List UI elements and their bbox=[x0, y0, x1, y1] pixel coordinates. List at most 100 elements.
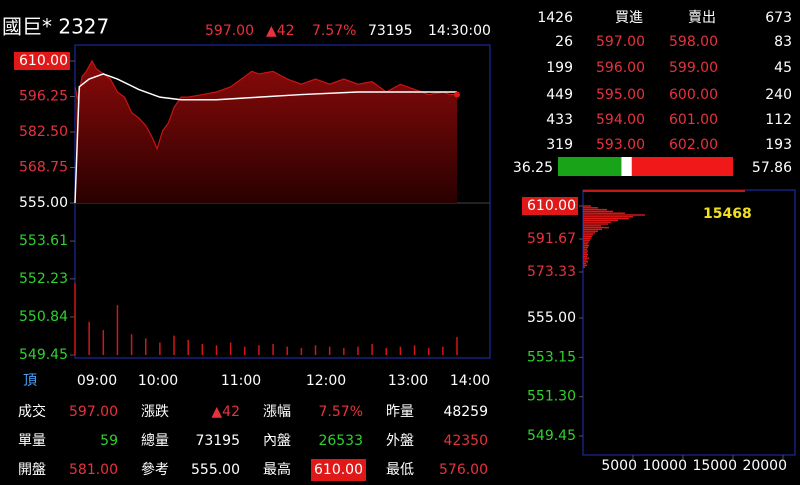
book-cell: 601.00 bbox=[669, 112, 718, 128]
y-tick-label: 553.61 bbox=[19, 233, 68, 249]
change: ▲42 bbox=[266, 23, 295, 39]
profile-bar bbox=[583, 210, 613, 213]
book-header: 1426 bbox=[537, 10, 573, 26]
x-tick-label: 12:00 bbox=[306, 373, 346, 389]
y-tick-label: 591.67 bbox=[527, 231, 576, 247]
profile-bar bbox=[583, 232, 595, 234]
y-tick-label: 553.15 bbox=[527, 349, 576, 365]
book-cell: 602.00 bbox=[669, 137, 718, 153]
y-tick-label: 552.23 bbox=[19, 271, 68, 287]
book-cell: 193 bbox=[765, 137, 792, 153]
y-tick-label: 549.45 bbox=[19, 347, 68, 363]
y-tick-label: 596.25 bbox=[19, 89, 68, 105]
stat-label: 成交 bbox=[18, 403, 46, 420]
time: 14:30:00 bbox=[428, 23, 491, 39]
stat-label: 漲跌 bbox=[141, 404, 169, 420]
change-pct: 7.57% bbox=[312, 23, 356, 39]
y-tick-label: 549.45 bbox=[527, 428, 576, 444]
profile-bar bbox=[583, 239, 590, 241]
buy-ratio: 36.25 bbox=[513, 160, 553, 176]
price: 597.00 bbox=[205, 23, 254, 39]
x-tick-label: 10:00 bbox=[138, 373, 178, 389]
x-tick-label: 09:00 bbox=[77, 373, 117, 389]
stat-label: 最高 bbox=[263, 461, 291, 478]
profile-frame bbox=[582, 189, 796, 456]
stat-value: 42350 bbox=[443, 433, 488, 449]
sell-ratio: 57.86 bbox=[752, 160, 792, 176]
high-marker bbox=[522, 197, 578, 215]
stat-value: 581.00 bbox=[69, 462, 118, 478]
profile-bar bbox=[583, 205, 591, 207]
profile-bar bbox=[583, 228, 602, 231]
high-marker bbox=[14, 52, 70, 70]
profile-bar bbox=[583, 266, 585, 268]
buy-ratio-bar bbox=[558, 157, 622, 176]
x-tick-label: 10000 bbox=[642, 458, 687, 474]
profile-bar bbox=[583, 234, 593, 236]
stat-value: 597.00 bbox=[69, 404, 118, 420]
book-cell: 449 bbox=[546, 87, 573, 103]
y-tick-label: 555.00 bbox=[527, 310, 576, 326]
profile-bar bbox=[583, 235, 592, 238]
stat-value: 48259 bbox=[443, 404, 488, 420]
profile-bar bbox=[583, 208, 607, 211]
book-cell: 319 bbox=[546, 137, 573, 153]
stat-label: 開盤 bbox=[18, 462, 46, 478]
book-cell: 83 bbox=[774, 34, 792, 50]
stat-label: 最低 bbox=[386, 462, 414, 478]
book-cell: 199 bbox=[546, 60, 573, 76]
y-tick-label: 573.33 bbox=[527, 264, 576, 280]
stat-value: 610.00 bbox=[314, 462, 363, 478]
book-header: 673 bbox=[765, 10, 792, 26]
profile-bar bbox=[583, 212, 625, 214]
book-cell: 45 bbox=[774, 60, 792, 76]
profile-bar bbox=[583, 243, 588, 245]
book-cell: 596.00 bbox=[596, 60, 645, 76]
high-marker bbox=[311, 459, 366, 481]
x-tick-label: 20000 bbox=[742, 458, 787, 474]
volume: 73195 bbox=[368, 23, 413, 39]
book-cell: 595.00 bbox=[596, 87, 645, 103]
y-tick-label: 568.75 bbox=[19, 160, 68, 176]
profile-bar bbox=[583, 250, 588, 252]
price-line bbox=[74, 59, 457, 151]
stat-value: 73195 bbox=[195, 433, 240, 449]
profile-bar bbox=[583, 221, 611, 223]
x-tick-label: 11:00 bbox=[221, 373, 261, 389]
profile-bar bbox=[583, 261, 588, 263]
profile-bar bbox=[583, 216, 633, 218]
book-cell: 594.00 bbox=[596, 112, 645, 128]
profile-annotation: 15468 bbox=[703, 206, 752, 222]
stat-label: 外盤 bbox=[386, 433, 414, 449]
book-cell: 593.00 bbox=[596, 137, 645, 153]
book-cell: 112 bbox=[765, 112, 792, 128]
profile-bar bbox=[583, 226, 609, 229]
y-tick-label: 610.00 bbox=[19, 53, 68, 69]
profile-bar bbox=[583, 259, 587, 261]
stat-label: 單量 bbox=[18, 433, 46, 449]
profile-bar bbox=[583, 262, 586, 265]
profile-bar bbox=[583, 264, 587, 267]
profile-bar bbox=[583, 217, 629, 220]
book-header: 賣出 bbox=[688, 10, 716, 26]
book-cell: 240 bbox=[765, 87, 792, 103]
book-cell: 600.00 bbox=[669, 87, 718, 103]
profile-bar bbox=[583, 244, 589, 247]
profile-bar bbox=[583, 246, 588, 249]
profile-bar bbox=[583, 248, 587, 250]
profile-bar bbox=[583, 207, 598, 209]
y-tick-label: 610.00 bbox=[527, 198, 576, 214]
average-line bbox=[74, 73, 457, 204]
book-cell: 598.00 bbox=[669, 34, 718, 50]
last-point bbox=[454, 91, 460, 98]
stat-value: 26533 bbox=[318, 433, 363, 449]
profile-bar bbox=[583, 219, 618, 222]
stat-label: 參考 bbox=[141, 462, 169, 478]
book-header: 買進 bbox=[615, 10, 643, 26]
profile-bar bbox=[583, 237, 591, 240]
x-tick-label: 14:00 bbox=[450, 373, 490, 389]
profile-bar bbox=[583, 255, 587, 258]
stat-label: 總量 bbox=[141, 432, 169, 449]
book-cell: 26 bbox=[555, 34, 573, 50]
